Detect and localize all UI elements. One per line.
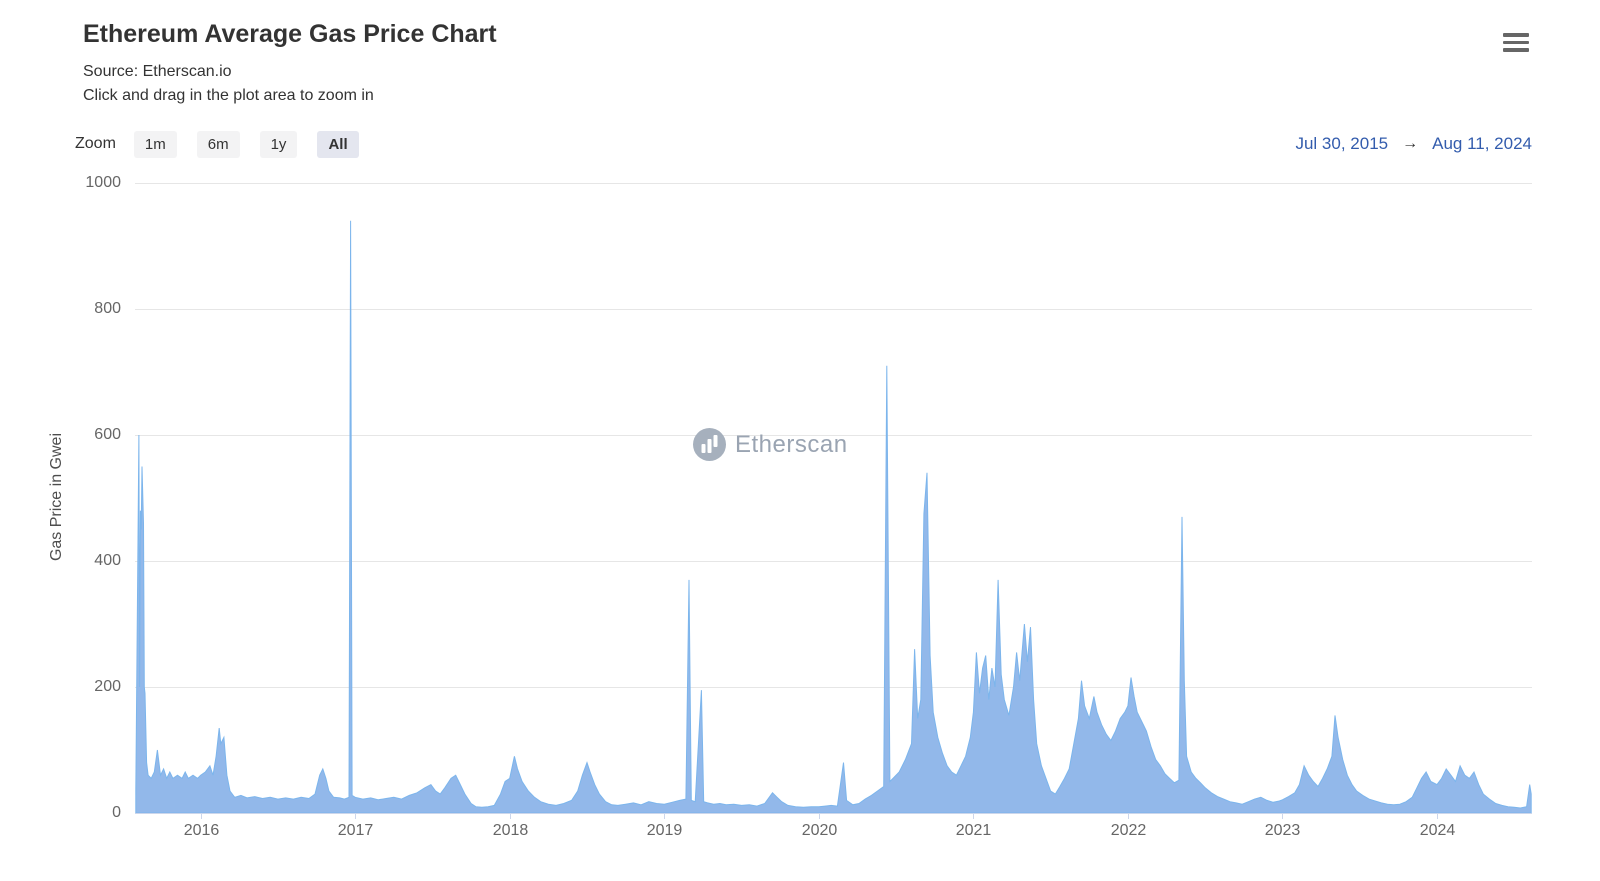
- gas-price-area-series[interactable]: [135, 220, 1532, 814]
- hamburger-bar: [1503, 48, 1529, 52]
- x-axis-tick-label: 2016: [183, 822, 220, 839]
- x-axis-tick-label: 2020: [801, 822, 838, 839]
- x-axis-tick-label: 2017: [337, 822, 374, 839]
- range-from-date[interactable]: Jul 30, 2015: [1295, 134, 1389, 153]
- hamburger-bar: [1503, 33, 1529, 37]
- range-arrow-icon: →: [1402, 135, 1419, 152]
- hamburger-menu-icon[interactable]: [1503, 33, 1529, 53]
- chart-source: Source: Etherscan.io: [83, 63, 232, 80]
- zoom-button-1m[interactable]: 1m: [133, 130, 177, 158]
- zoom-button-6m[interactable]: 6m: [196, 130, 240, 158]
- hamburger-bar: [1503, 40, 1529, 44]
- x-axis-tick-label: 2023: [1264, 822, 1301, 839]
- x-axis-tick-label: 2021: [955, 822, 992, 839]
- zoom-button-1y[interactable]: 1y: [259, 130, 298, 158]
- x-axis-tick-label: 2019: [646, 822, 683, 839]
- y-axis-tick-label: 1000: [85, 173, 121, 191]
- x-axis-tick-label: 2022: [1110, 822, 1147, 839]
- date-range: Jul 30, 2015 → Aug 11, 2024: [1295, 134, 1532, 154]
- x-axis-tick-label: 2024: [1419, 822, 1456, 839]
- chart-zoom-hint: Click and drag in the plot area to zoom …: [83, 87, 374, 104]
- range-to-date[interactable]: Aug 11, 2024: [1432, 134, 1532, 153]
- y-axis-tick-label: 0: [112, 803, 121, 821]
- zoom-buttons: 1m 6m 1y All: [133, 130, 359, 158]
- zoom-button-all[interactable]: All: [317, 130, 359, 158]
- y-axis-tick-label: 800: [94, 299, 121, 317]
- y-axis-tick-label: 400: [94, 551, 121, 569]
- y-axis-tick-label: 600: [94, 425, 121, 443]
- x-axis-tick-label: 2018: [492, 822, 529, 839]
- range-selector: Zoom 1m 6m 1y All Jul 30, 2015 → Aug 11, 20…: [75, 128, 1532, 160]
- chart-title: Ethereum Average Gas Price Chart: [83, 20, 497, 48]
- y-axis-tick-label: 200: [94, 677, 121, 695]
- zoom-label: Zoom: [75, 135, 116, 152]
